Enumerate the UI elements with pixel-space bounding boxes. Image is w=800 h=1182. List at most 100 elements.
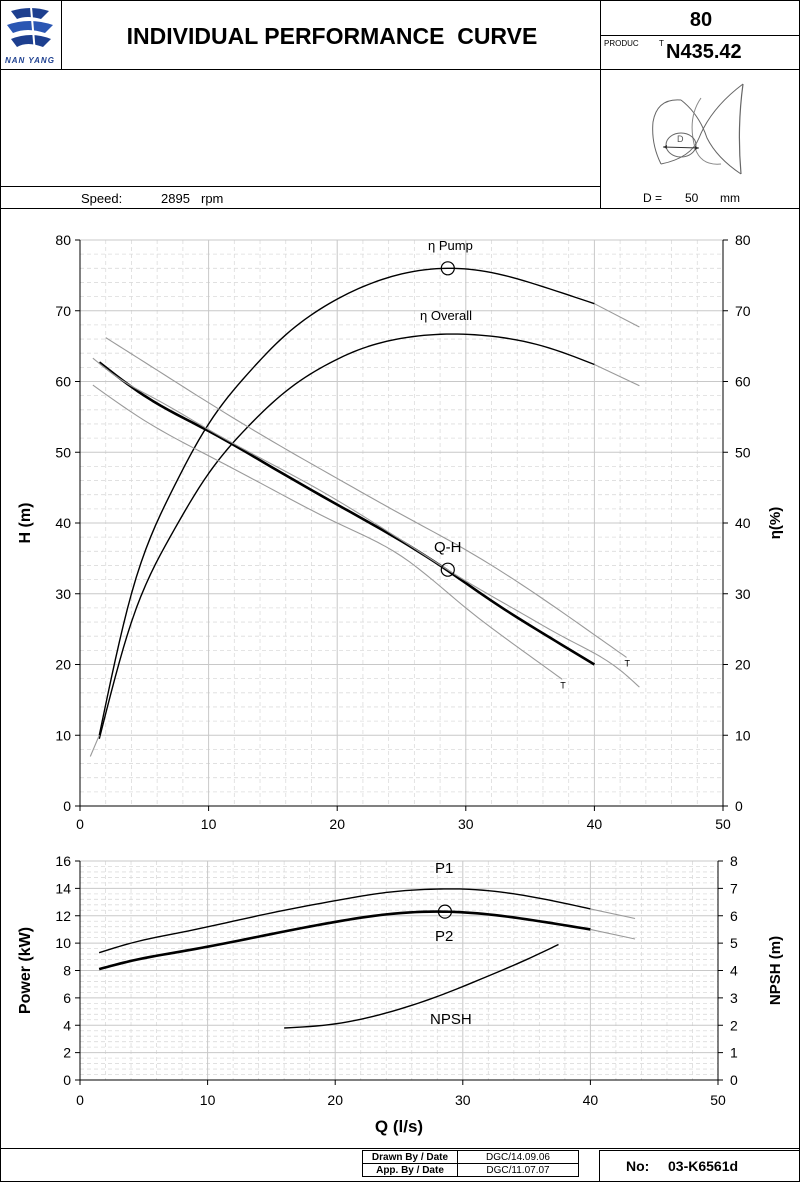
y-tick-label: 12 <box>55 908 71 924</box>
y-tick-label: 0 <box>63 798 71 814</box>
y-tick-label: 8 <box>63 963 71 979</box>
speed-unit: rpm <box>201 191 224 206</box>
tolerance-curve <box>89 735 100 757</box>
y-tick-label: 80 <box>55 232 71 248</box>
approved-row: App. By / Date DGC/11.07.07 <box>362 1163 579 1177</box>
nanyang-logo-icon <box>7 6 53 54</box>
y2-tick-label: 30 <box>735 586 751 602</box>
y2-tick-label: 1 <box>730 1045 738 1061</box>
x-tick-label: 40 <box>583 1092 599 1108</box>
impeller-icon: D <box>652 83 744 175</box>
speed-label: Speed: <box>81 191 123 206</box>
y2-tick-label: 10 <box>735 727 751 743</box>
x-tick-label: 30 <box>455 1092 471 1108</box>
y2-tick-label: 4 <box>730 963 738 979</box>
tolerance-curve <box>105 337 627 658</box>
x-tick-label: 10 <box>201 816 217 832</box>
x-tick-label: 20 <box>329 816 345 832</box>
model-number: 80 <box>689 9 713 31</box>
label-p1: P1 <box>435 860 453 877</box>
x-tick-label: 0 <box>76 816 84 832</box>
product-label: PRODUC <box>604 39 639 48</box>
y-tick-label: 14 <box>55 880 71 896</box>
brand-name: NAN YANG <box>5 56 55 65</box>
series-overall <box>98 333 595 739</box>
x-tick-label: 0 <box>76 1092 84 1108</box>
impeller-box: D D = 50 mm <box>600 69 800 209</box>
y-tick-label: 40 <box>55 515 71 531</box>
diameter-label: D = <box>643 191 663 205</box>
diameter-value: 50 <box>685 191 699 205</box>
y-tick-label: 60 <box>55 374 71 390</box>
y2-tick-label: 50 <box>735 444 751 460</box>
x-tick-label: 50 <box>715 816 731 832</box>
y2-tick-label: 20 <box>735 657 751 673</box>
approved-label: App. By / Date <box>362 1163 458 1177</box>
y-tick-label: 10 <box>55 935 71 951</box>
x-tick-label: 10 <box>200 1092 216 1108</box>
y-tick-label: 10 <box>55 727 71 743</box>
y-tick-label: 50 <box>55 444 71 460</box>
y2-tick-label: 0 <box>730 1072 738 1088</box>
doc-number-box: No: 03-K6561d <box>599 1150 800 1182</box>
y2-tick-label: 60 <box>735 374 751 390</box>
duty-point <box>440 261 455 276</box>
y2-tick-label: 80 <box>735 232 751 248</box>
y2-tick-label: 0 <box>735 798 743 814</box>
y-tick-label: 20 <box>55 657 71 673</box>
approval-table: Drawn By / Date DGC/14.09.06 App. By / D… <box>362 1150 579 1177</box>
y-tick-label: 16 <box>55 853 71 869</box>
speed-value: 2895 <box>161 191 190 206</box>
y2-tick-label: 8 <box>730 853 738 869</box>
x-axis-title: Q (l/s) <box>375 1117 423 1136</box>
y-tick-label: 30 <box>55 586 71 602</box>
drawn-value: DGC/14.09.06 <box>457 1150 579 1164</box>
approved-value: DGC/11.07.07 <box>457 1163 579 1177</box>
doc-number-value: 03-K6561d <box>668 1158 739 1174</box>
label-p2: P2 <box>435 928 453 945</box>
y-tick-label: 0 <box>63 1072 71 1088</box>
product-label-t: T <box>659 39 664 48</box>
series-p2 <box>98 910 591 971</box>
y-tick-label: 70 <box>55 303 71 319</box>
label-npsh: NPSH <box>430 1011 472 1028</box>
x-tick-label: 20 <box>327 1092 343 1108</box>
y2-tick-label: 40 <box>735 515 751 531</box>
y2-axis-title: η(%) <box>767 507 784 540</box>
qh-chart <box>75 239 728 811</box>
y2-tick-label: 3 <box>730 990 738 1006</box>
tolerance-label: T <box>625 658 631 668</box>
duty-point <box>437 904 453 919</box>
product-code: N435.42 <box>666 41 742 63</box>
duty-point <box>440 562 455 577</box>
impeller-d-marker: D <box>677 134 684 144</box>
page-title: INDIVIDUAL PERFORMANCE CURVE <box>126 23 538 49</box>
tolerance-curve <box>92 357 640 688</box>
y2-axis-title: NPSH (m) <box>767 936 784 1005</box>
drawn-row: Drawn By / Date DGC/14.09.06 <box>362 1150 579 1164</box>
speed-row: Speed: 2895 rpm <box>0 186 601 209</box>
diameter-unit: mm <box>720 191 740 205</box>
series-q-h <box>98 361 596 666</box>
tolerance-curve <box>594 303 640 328</box>
series-pump <box>98 267 595 736</box>
x-tick-label: 30 <box>458 816 474 832</box>
series-p1 <box>98 888 591 954</box>
y-tick-label: 4 <box>63 1017 71 1033</box>
x-tick-label: 50 <box>710 1092 726 1108</box>
label-qh: Q-H <box>434 539 462 556</box>
tolerance-label: T <box>560 680 566 690</box>
tolerance-curve <box>594 364 640 387</box>
y-axis-title: H (m) <box>17 503 34 544</box>
tolerance-curve <box>92 384 563 680</box>
y-tick-label: 6 <box>63 990 71 1006</box>
y-axis-title: Power (kW) <box>17 927 34 1014</box>
doc-number-label: No: <box>626 1158 650 1174</box>
y-tick-label: 2 <box>63 1045 71 1061</box>
footer-divider <box>0 1148 800 1149</box>
y2-tick-label: 5 <box>730 935 738 951</box>
series-npsh <box>284 943 559 1029</box>
y2-tick-label: 6 <box>730 908 738 924</box>
y2-tick-label: 2 <box>730 1017 738 1033</box>
